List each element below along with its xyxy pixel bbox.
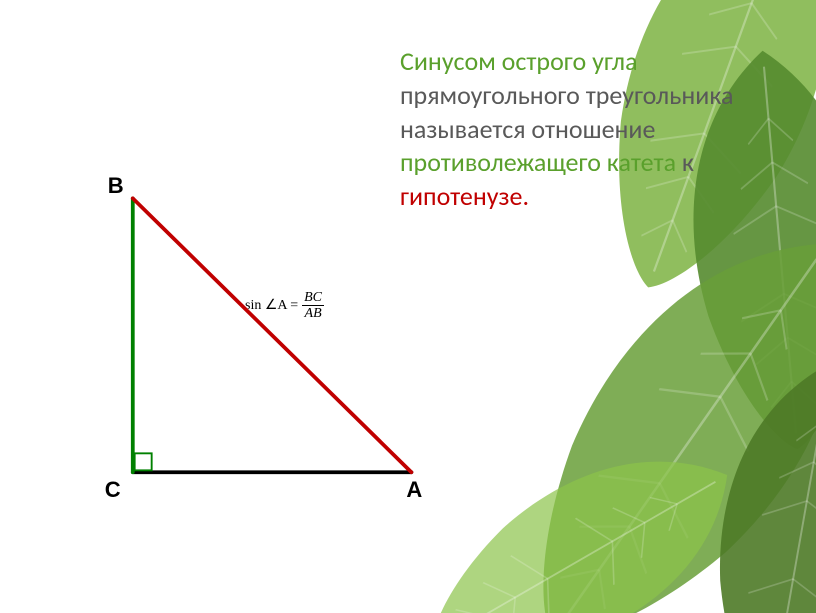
def-body2: к [676, 146, 694, 178]
def-term: Синусом острого угла [400, 45, 638, 77]
def-opposite-leg: противолежащего катета [400, 146, 676, 178]
vertex-label-c: C [105, 477, 121, 503]
vertex-label-a: A [406, 477, 422, 503]
def-body1: прямоугольного треугольника называется о… [400, 79, 733, 145]
triangle-svg [95, 170, 435, 510]
definition-paragraph: Синусом острого угла прямоугольного треу… [400, 45, 800, 214]
triangle-diagram: A B C [95, 170, 435, 510]
vertex-label-b: B [108, 173, 124, 199]
